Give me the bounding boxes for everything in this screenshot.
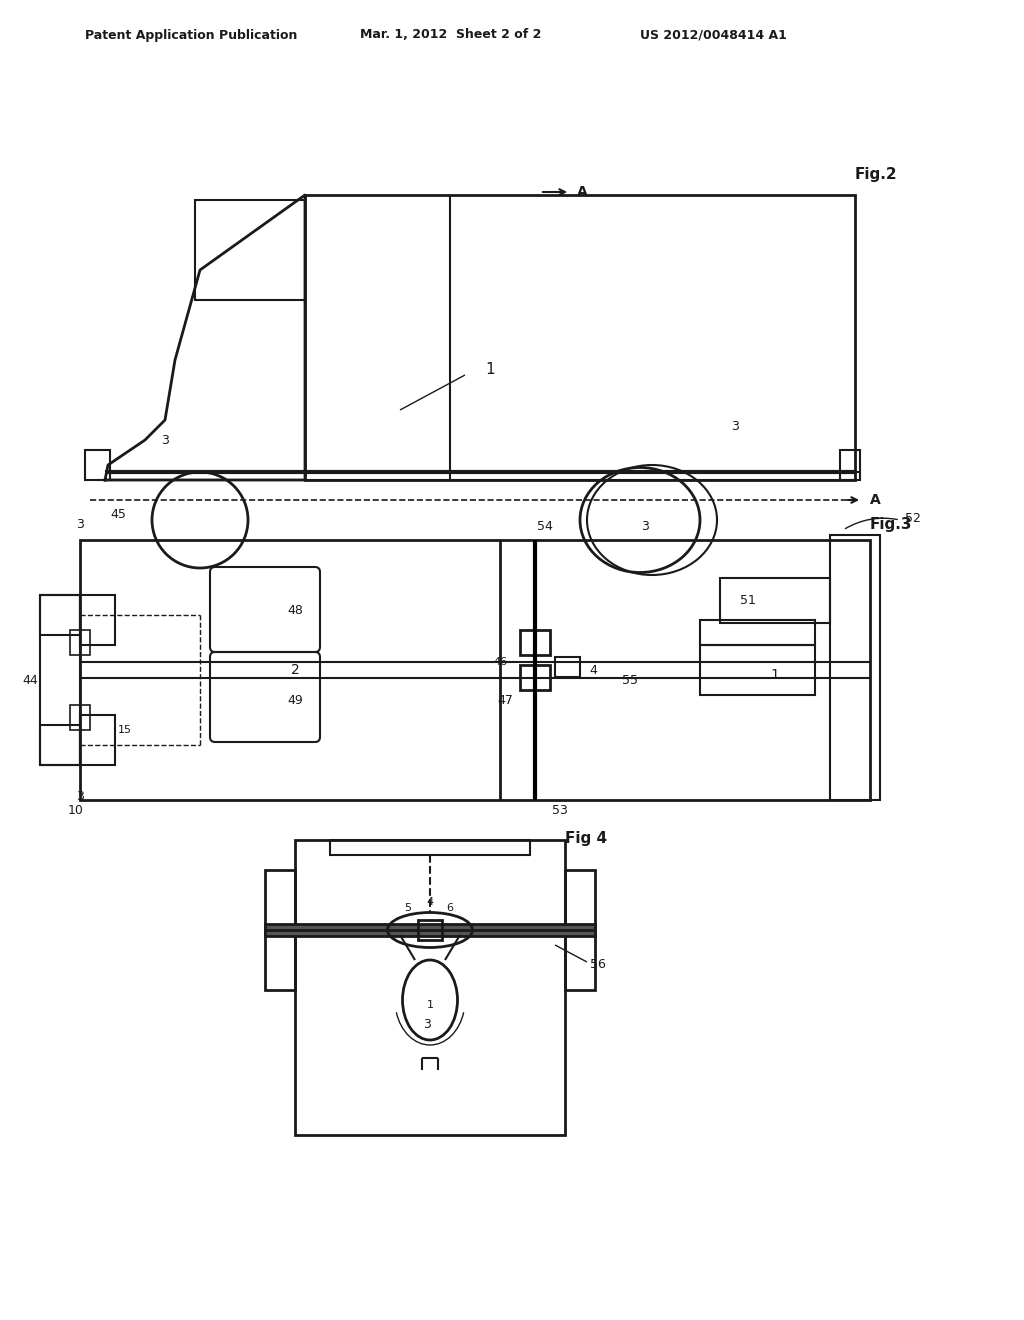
Bar — [265, 870, 295, 990]
Text: 56: 56 — [590, 958, 606, 972]
Text: A: A — [577, 185, 588, 199]
Text: A: A — [870, 492, 881, 507]
Text: 47: 47 — [497, 693, 513, 706]
Bar — [195, 201, 305, 300]
Bar — [418, 920, 442, 940]
Text: 44: 44 — [23, 673, 38, 686]
Text: 55: 55 — [622, 673, 638, 686]
Bar — [80, 715, 115, 766]
Text: 1: 1 — [427, 1001, 433, 1010]
Text: 5: 5 — [404, 903, 412, 913]
Text: 52: 52 — [905, 511, 921, 524]
Bar — [555, 657, 580, 677]
Text: 49: 49 — [287, 693, 303, 706]
Text: 53: 53 — [552, 804, 568, 817]
Text: Fig.2: Fig.2 — [855, 168, 898, 182]
Bar — [85, 450, 110, 480]
Text: 3: 3 — [76, 519, 84, 532]
Text: 48: 48 — [287, 603, 303, 616]
Bar — [840, 450, 860, 480]
Bar — [265, 924, 595, 936]
Text: 2: 2 — [291, 663, 299, 677]
Bar — [40, 595, 80, 766]
Bar — [305, 195, 855, 480]
Text: 3: 3 — [161, 433, 169, 446]
Text: 6: 6 — [446, 903, 454, 913]
Bar — [830, 535, 880, 800]
Bar — [700, 645, 815, 696]
Bar — [40, 725, 80, 766]
Text: 45: 45 — [110, 508, 126, 521]
Text: 54: 54 — [537, 520, 553, 533]
Bar — [70, 630, 90, 655]
Bar — [520, 665, 550, 690]
Text: 3: 3 — [423, 1019, 431, 1031]
Text: 3: 3 — [76, 791, 84, 804]
Bar — [40, 595, 80, 635]
Bar — [720, 578, 830, 623]
Text: 15: 15 — [118, 725, 132, 735]
Text: Fig.3: Fig.3 — [870, 517, 912, 532]
Text: 10: 10 — [68, 804, 84, 817]
Bar — [80, 595, 115, 645]
Bar — [80, 540, 870, 800]
Text: 3: 3 — [731, 421, 739, 433]
Text: 1: 1 — [771, 668, 779, 682]
Text: Patent Application Publication: Patent Application Publication — [85, 29, 297, 41]
Bar — [520, 630, 550, 655]
Text: 51: 51 — [740, 594, 756, 606]
Text: 3: 3 — [641, 520, 649, 533]
Bar — [70, 705, 90, 730]
Text: 46: 46 — [494, 657, 508, 667]
Text: Fig 4: Fig 4 — [565, 830, 607, 846]
Text: US 2012/0048414 A1: US 2012/0048414 A1 — [640, 29, 786, 41]
Bar — [565, 870, 595, 990]
Text: 4: 4 — [589, 664, 597, 676]
Bar — [295, 840, 565, 1135]
Bar — [700, 620, 815, 645]
Text: 4: 4 — [426, 898, 433, 907]
Text: 1: 1 — [485, 363, 495, 378]
Bar — [330, 840, 530, 855]
Text: Mar. 1, 2012  Sheet 2 of 2: Mar. 1, 2012 Sheet 2 of 2 — [360, 29, 542, 41]
